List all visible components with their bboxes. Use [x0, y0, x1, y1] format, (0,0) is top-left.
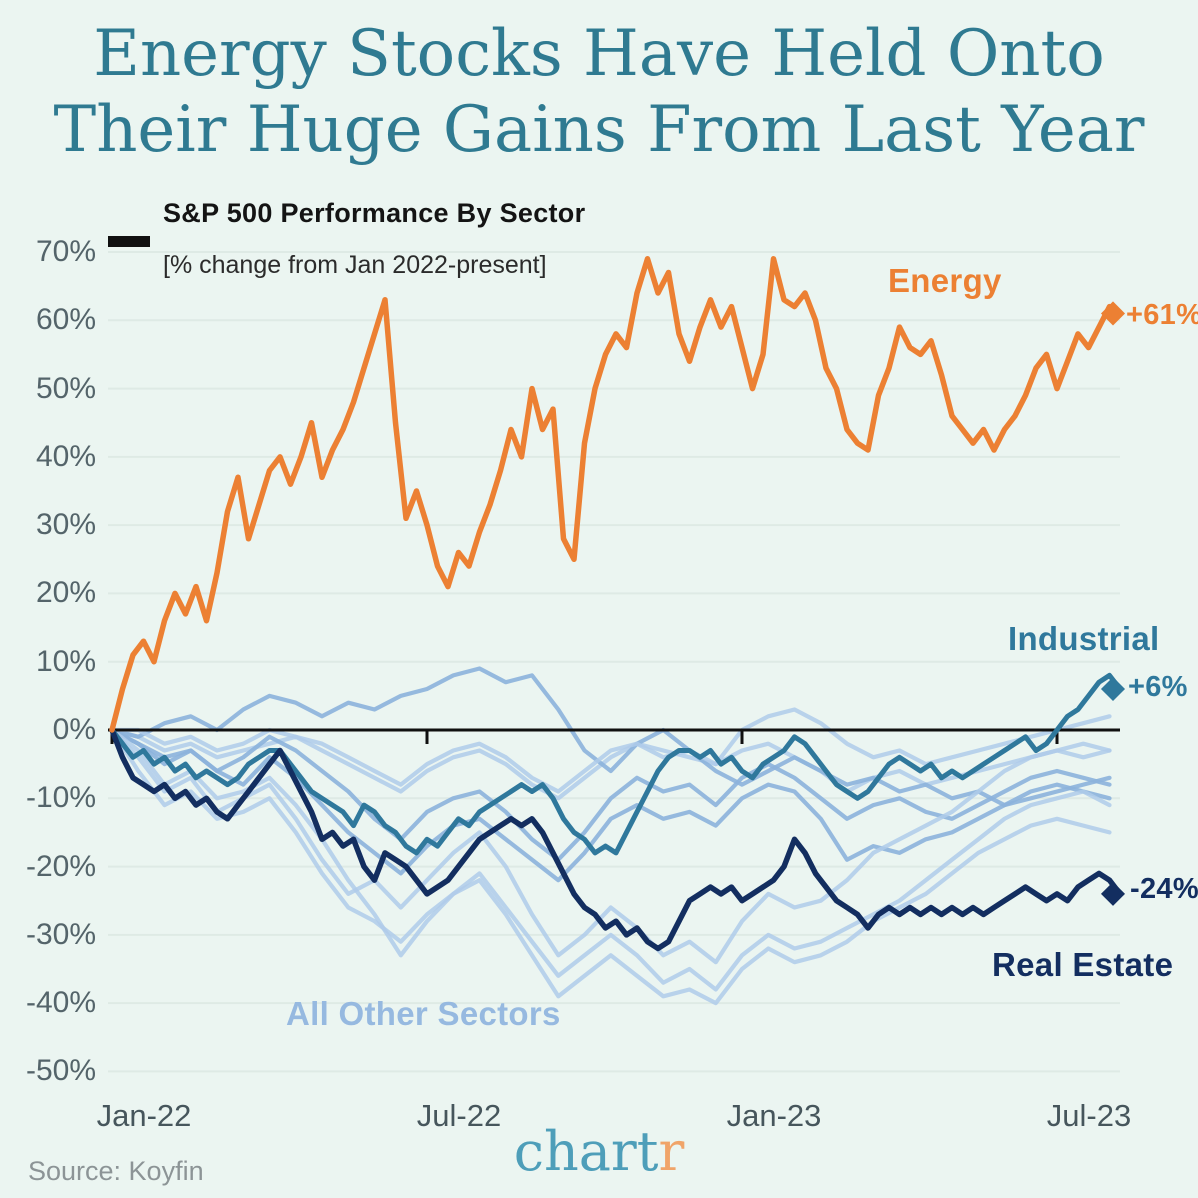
other-sector-line [109, 727, 1112, 883]
x-axis-label: Jul-22 [416, 1098, 502, 1133]
y-axis-label: -40% [25, 986, 96, 1020]
chart-title: Energy Stocks Have Held Onto Their Huge … [0, 16, 1198, 168]
legend-key-dash [108, 236, 150, 247]
y-axis-label: -10% [25, 781, 96, 815]
x-axis-label: Jul-23 [1046, 1098, 1132, 1133]
energy-line-label: Energy [888, 262, 1002, 299]
y-axis-label: 60% [35, 303, 96, 337]
other-sector-line [109, 707, 1112, 794]
y-axis-label: -50% [25, 1054, 96, 1088]
legend-subheading: [% change from Jan 2022-present] [163, 251, 547, 279]
legend-heading: S&P 500 Performance By Sector [163, 198, 586, 228]
energy-line [109, 256, 1123, 733]
y-axis-label: 10% [35, 644, 96, 678]
energy-end-diamond [1100, 301, 1126, 326]
other-sector-line [109, 666, 1112, 808]
source-credit: Source: Koyfin [28, 1156, 204, 1186]
y-axis-label: 50% [35, 371, 96, 405]
other-sector-line [109, 727, 1112, 992]
chart-title-line2: Their Huge Gains From Last Year [53, 93, 1145, 167]
real-estate-line [109, 727, 1123, 952]
y-axis-label: 30% [35, 508, 96, 542]
y-axis-label: 0% [52, 713, 96, 746]
chart-title-line1: Energy Stocks Have Held Onto [93, 17, 1105, 91]
industrial-line-label: Industrial [1008, 620, 1160, 657]
energy-end-value-label: +61% [1126, 299, 1198, 331]
chartr-logo-teal-part: chart [513, 1120, 659, 1183]
real-estate-end-diamond [1100, 881, 1126, 906]
all-other-sectors-label: All Other Sectors [286, 995, 561, 1032]
industrial-end-diamond [1100, 677, 1126, 702]
y-axis-label: -20% [25, 849, 96, 883]
x-axis-label: Jan-22 [96, 1098, 192, 1133]
real-estate-line-label: Real Estate [992, 946, 1174, 983]
other-sector-line [109, 727, 1112, 1006]
y-axis-label: 40% [35, 439, 96, 473]
other-sector-line [109, 727, 1112, 965]
real-estate-end-value-label: -24% [1130, 873, 1198, 905]
chartr-logo: chartr [0, 1122, 1198, 1182]
y-axis-label: -30% [25, 917, 96, 951]
x-axis-label: Jan-23 [726, 1098, 822, 1133]
y-axis-label: 70% [35, 234, 96, 268]
chartr-logo-orange-part: r [658, 1120, 685, 1183]
y-axis-label: 20% [35, 576, 96, 610]
industrial-end-value-label: +6% [1128, 671, 1188, 703]
